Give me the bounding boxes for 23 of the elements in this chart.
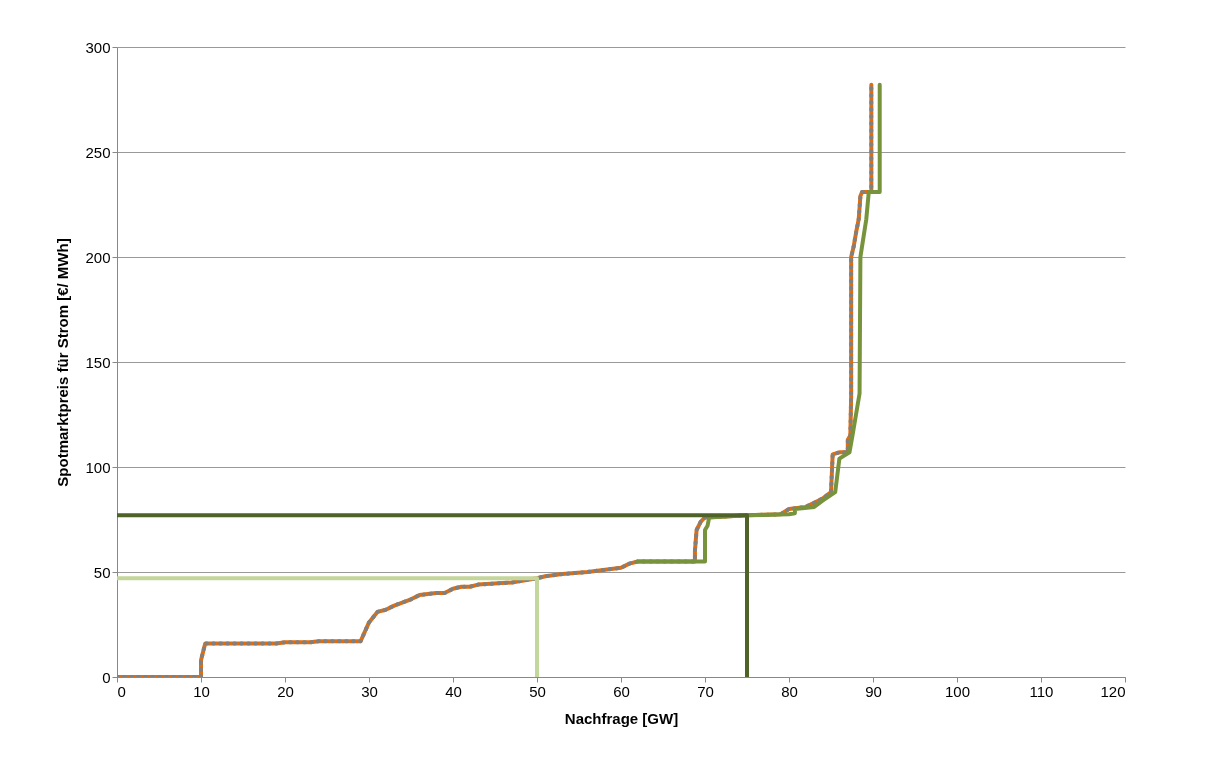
y-tick-label: 50 xyxy=(93,563,111,581)
x-tick-label: 40 xyxy=(445,682,462,700)
x-tick-label: 70 xyxy=(697,682,714,700)
y-tick-label: 250 xyxy=(85,143,111,161)
y-tick-label: 100 xyxy=(85,458,111,476)
y-axis-title: Spotmarktpreis für Strom [€/ MWh] xyxy=(54,238,72,487)
y-tick-label: 200 xyxy=(85,248,111,266)
x-tick-label: 110 xyxy=(1029,682,1054,700)
x-tick-label: 10 xyxy=(193,682,210,700)
x-tick-label: 0 xyxy=(117,682,126,700)
x-tick-label: 90 xyxy=(865,682,882,700)
y-tick-label: 300 xyxy=(85,38,111,56)
x-axis-title: Nachfrage [GW] xyxy=(564,709,679,727)
x-tick-label: 60 xyxy=(613,682,630,700)
x-tick-label: 30 xyxy=(361,682,378,700)
x-tick-label: 50 xyxy=(529,682,546,700)
x-tick-label: 20 xyxy=(277,682,294,700)
x-tick-label: 100 xyxy=(944,682,971,700)
x-tick-label: 120 xyxy=(1100,682,1126,700)
y-tick-label: 150 xyxy=(85,353,111,371)
y-tick-label: 0 xyxy=(102,668,111,686)
x-tick-label: 80 xyxy=(781,682,798,700)
line-series xyxy=(635,82,882,564)
